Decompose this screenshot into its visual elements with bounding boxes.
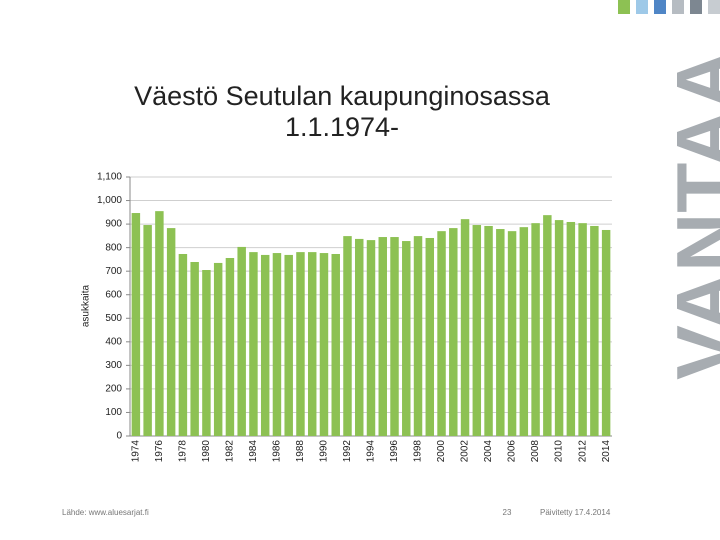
chart-title: 1.1.1974- [285, 112, 399, 142]
x-tick-label: 1998 [413, 440, 424, 463]
x-tick-label: 1980 [201, 440, 212, 463]
bar [331, 253, 340, 436]
bar [437, 231, 446, 436]
logo: VANTAA [661, 50, 720, 380]
x-tick-label: 2004 [483, 440, 494, 463]
bar [413, 236, 423, 436]
bar [402, 241, 411, 436]
bar [225, 257, 235, 436]
bar [178, 253, 188, 436]
bar [578, 223, 587, 436]
bar [237, 246, 246, 436]
bar [531, 223, 540, 436]
bar [260, 254, 270, 436]
x-tick-label: 2008 [530, 440, 541, 463]
square [708, 0, 720, 14]
y-tick-label: 900 [105, 219, 122, 230]
chart-title: Väestö Seutulan kaupunginosassa [134, 81, 551, 111]
bar [507, 231, 517, 436]
x-tick-label: 1990 [319, 440, 330, 463]
bar [543, 215, 552, 436]
x-tick-label: 1976 [154, 440, 165, 463]
bar [296, 252, 305, 436]
bar [307, 252, 317, 436]
x-tick-label: 2002 [460, 440, 471, 463]
bar [355, 238, 364, 436]
square [690, 0, 702, 14]
y-tick-label: 500 [105, 313, 122, 324]
bar [343, 236, 352, 436]
bar [366, 240, 376, 436]
x-tick-label: 1994 [366, 440, 377, 463]
x-tick-label: 2000 [436, 440, 447, 463]
bar [190, 261, 199, 436]
y-tick-label: 800 [105, 242, 122, 253]
y-tick-label: 1,000 [97, 195, 122, 206]
bar [460, 219, 470, 436]
y-axis-label: asukkaita [81, 284, 92, 327]
bar [601, 229, 611, 436]
y-tick-label: 700 [105, 266, 122, 277]
square [618, 0, 630, 14]
square [636, 0, 648, 14]
bar [213, 262, 223, 436]
bar [472, 225, 482, 436]
x-tick-label: 1984 [248, 440, 259, 463]
bar [390, 237, 399, 436]
bar [131, 213, 141, 436]
y-tick-label: 0 [116, 431, 122, 442]
bar [566, 221, 576, 436]
bar [378, 237, 387, 436]
bar [519, 227, 529, 436]
bar [155, 211, 164, 436]
x-tick-label: 2012 [577, 440, 588, 463]
x-tick-label: 2006 [507, 440, 518, 463]
source: Lähde: www.aluesarjat.fi [62, 508, 149, 517]
y-tick-label: 300 [105, 360, 122, 371]
x-tick-label: 1982 [225, 440, 236, 463]
bar [143, 225, 152, 436]
x-tick-label: 1988 [295, 440, 306, 463]
bar [166, 228, 176, 436]
bar [590, 225, 599, 436]
x-tick-label: 1974 [131, 440, 142, 463]
bar [284, 254, 293, 436]
x-tick-label: 1992 [342, 440, 353, 463]
bar [249, 252, 258, 436]
y-tick-label: 200 [105, 384, 122, 395]
square [672, 0, 684, 14]
x-tick-label: 1986 [272, 440, 283, 463]
bar [484, 225, 493, 436]
bar [319, 253, 329, 436]
x-tick-label: 2014 [601, 440, 612, 463]
x-tick-label: 1996 [389, 440, 400, 463]
square [654, 0, 666, 14]
bar [202, 270, 211, 436]
y-tick-label: 400 [105, 336, 122, 347]
y-tick-label: 1,100 [97, 172, 122, 183]
bar [449, 228, 458, 436]
page-number: 23 [503, 508, 512, 517]
bar [272, 253, 282, 436]
x-tick-label: 2010 [554, 440, 565, 463]
x-tick-label: 1978 [178, 440, 189, 463]
logo-squares [618, 0, 720, 14]
y-tick-label: 100 [105, 407, 122, 418]
bar [425, 237, 435, 436]
updated: Päivitetty 17.4.2014 [540, 508, 611, 517]
y-tick-label: 600 [105, 289, 122, 300]
bar [554, 220, 564, 436]
bar [496, 229, 505, 436]
